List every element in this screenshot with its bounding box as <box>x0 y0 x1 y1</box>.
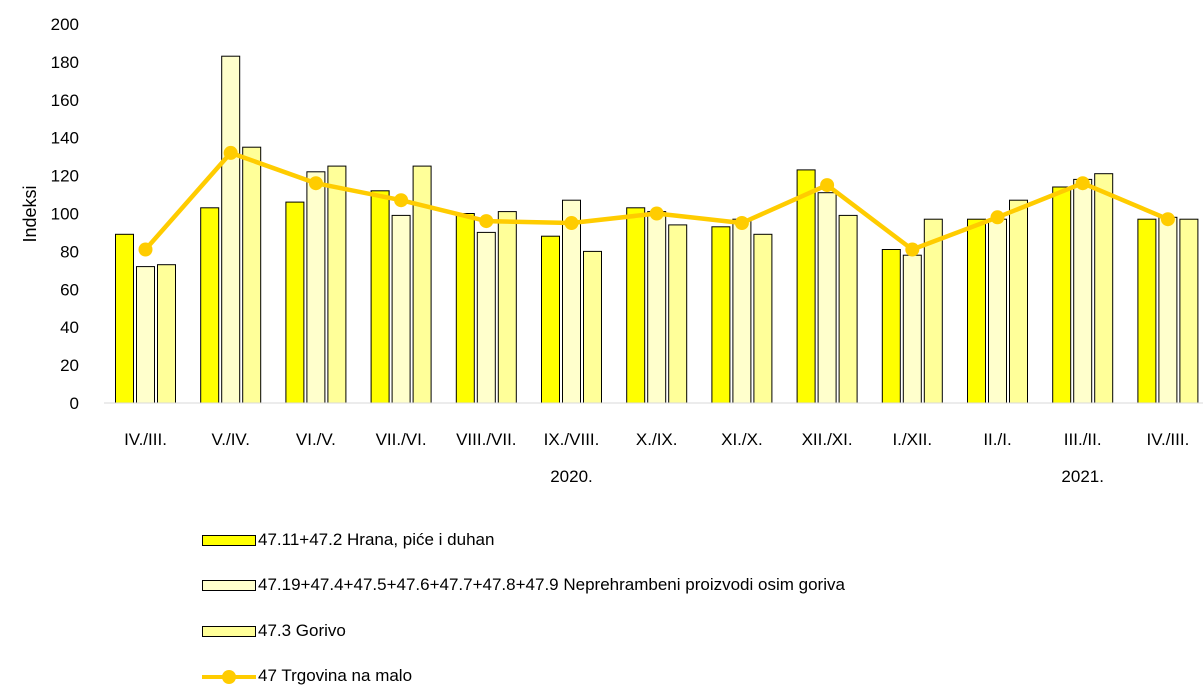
bar-neprehrambeni <box>902 254 922 404</box>
trgovina-line <box>138 145 1175 257</box>
bar-hrana <box>285 201 305 404</box>
y-tick-label: 100 <box>51 205 79 224</box>
bar-neprehrambeni <box>306 171 326 404</box>
x-tick-label: XII./XI. <box>802 430 853 449</box>
bar-hrana <box>455 213 475 404</box>
bar-neprehrambeni <box>221 55 241 404</box>
bar-gorivo <box>753 233 773 404</box>
y-tick-label: 160 <box>51 91 79 110</box>
trgovina-point <box>223 145 238 160</box>
bar-gorivo <box>497 211 517 404</box>
bar-hrana <box>115 233 134 404</box>
x-tick-label: IX./VIII. <box>544 430 600 449</box>
bar-neprehrambeni <box>817 192 837 404</box>
year-label: 2020. <box>550 467 593 486</box>
trgovina-point <box>308 176 323 191</box>
trgovina-point <box>479 214 494 229</box>
trgovina-point <box>138 242 153 257</box>
x-tick-label: IV./III. <box>1146 430 1189 449</box>
bar-gorivo <box>1009 199 1028 404</box>
trgovina-point <box>649 206 664 221</box>
bar-hrana <box>796 169 816 404</box>
bar-neprehrambeni <box>647 211 667 404</box>
x-tick-label: X./IX. <box>636 430 678 449</box>
trgovina-point <box>990 210 1005 225</box>
legend-swatch-hrana <box>202 535 256 546</box>
trgovina-point <box>394 193 409 208</box>
y-tick-label: 140 <box>51 129 79 148</box>
bar-hrana <box>200 207 220 404</box>
bar-hrana <box>370 190 390 404</box>
x-tick-label: IV./III. <box>124 430 167 449</box>
y-tick-label: 80 <box>60 242 79 261</box>
bar-neprehrambeni <box>988 218 1007 404</box>
bar-hrana <box>626 207 646 404</box>
x-tick-label: VII./VI. <box>376 430 427 449</box>
legend-label-hrana: 47.11+47.2 Hrana, piće i duhan <box>258 530 495 549</box>
bar-neprehrambeni <box>562 199 581 404</box>
legend-label-neprehrambeni: 47.19+47.4+47.5+47.6+47.7+47.8+47.9 Nepr… <box>258 575 845 594</box>
bar-hrana <box>711 226 731 404</box>
bar-gorivo <box>838 214 858 404</box>
x-tick-label: XI./X. <box>721 430 763 449</box>
year-label: 2021. <box>1061 467 1104 486</box>
bar-gorivo <box>668 224 688 404</box>
y-axis: 0 20 40 60 80 100 120 140 160 180 200 <box>51 15 79 413</box>
trgovina-point <box>734 216 749 230</box>
bar-hrana <box>1137 218 1157 404</box>
x-tick-label: III./II. <box>1064 430 1102 449</box>
x-axis: IV./III. V./IV. VI./V. VII./VI. VIII./VII. IX… <box>104 402 1203 486</box>
bar-neprehrambeni <box>1158 216 1178 404</box>
bar-hrana <box>967 218 986 404</box>
legend-swatch-gorivo <box>202 626 256 637</box>
x-tick-label: II./I. <box>983 430 1011 449</box>
trgovina-point <box>1075 176 1090 191</box>
bar-hrana <box>1052 186 1072 404</box>
trgovina-point <box>1160 212 1175 227</box>
bar-gorivo <box>327 165 347 404</box>
legend-swatch-neprehrambeni <box>202 580 256 591</box>
bar-neprehrambeni <box>732 218 752 404</box>
y-tick-label: 20 <box>60 356 79 375</box>
legend-label-gorivo: 47.3 Gorivo <box>258 621 346 640</box>
legend-label-trgovina: 47 Trgovina na malo <box>258 666 413 685</box>
trgovina-point <box>564 216 579 230</box>
bar-neprehrambeni <box>391 214 411 404</box>
bar-gorivo <box>583 250 602 404</box>
y-tick-label: 60 <box>60 280 79 299</box>
y-tick-label: 120 <box>51 167 79 186</box>
bar-neprehrambeni <box>476 231 496 404</box>
x-tick-label: VIII./VII. <box>456 430 516 449</box>
y-tick-label: 200 <box>51 15 79 34</box>
bar-neprehrambeni <box>136 266 155 404</box>
bar-gorivo <box>157 264 176 404</box>
bars <box>115 55 1199 404</box>
y-tick-label: 180 <box>51 53 79 72</box>
trgovina-point <box>820 178 835 193</box>
bar-gorivo <box>242 146 262 404</box>
x-tick-label: VI./V. <box>296 430 336 449</box>
bar-hrana <box>881 249 901 404</box>
y-tick-label: 40 <box>60 318 79 337</box>
bar-hrana <box>541 235 560 404</box>
bar-gorivo <box>1094 173 1114 404</box>
bar-gorivo <box>1179 218 1199 404</box>
x-tick-label: I./XII. <box>892 430 932 449</box>
x-tick-label: V./IV. <box>211 430 249 449</box>
bar-neprehrambeni <box>1073 178 1093 404</box>
legend-marker-trgovina <box>222 670 236 684</box>
bar-gorivo <box>923 218 943 404</box>
trgovina-point <box>905 242 920 257</box>
y-tick-label: 0 <box>70 394 79 413</box>
y-axis-title: Indeksi <box>20 185 40 242</box>
